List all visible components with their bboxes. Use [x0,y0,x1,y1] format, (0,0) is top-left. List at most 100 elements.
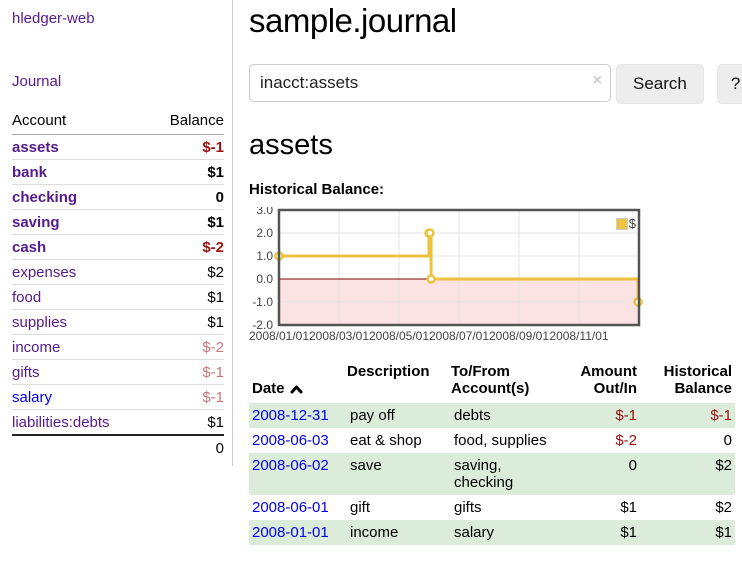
transaction-balance: $2 [715,499,732,516]
transaction-description: gift [350,499,371,516]
account-row: salary $-1 [12,384,224,410]
transaction-accounts: debts [451,403,563,428]
account-row: bank $1 [12,159,224,185]
accounts-total-balance: 0 [148,434,224,460]
account-link-cash[interactable]: cash [12,239,47,256]
balance-chart: 2008/01/01 2008/03/01 2008/05/01 2008/07/01… [249,207,649,343]
search-button[interactable]: Search [616,64,704,104]
svg-text:2008/09/01: 2008/09/01 [489,329,549,343]
svg-text:2008/01/01: 2008/01/01 [249,329,309,343]
register-header-date: Date [249,363,347,403]
transaction-amount: $-2 [615,432,637,449]
transaction-balance: $2 [640,453,735,495]
transaction-balance: $1 [640,520,735,545]
transaction-accounts: saving, checking [451,453,563,495]
account-link-gifts[interactable]: gifts [12,364,40,381]
app-layout: hledger-web Journal Account Balance asse… [0,0,742,545]
account-balance: $-1 [148,384,224,410]
register-row: 2008-06-03 eat & shop food, supplies $-2… [249,428,735,453]
register-header-tofrom: To/From Account(s) [451,363,530,397]
account-link-saving[interactable]: saving [12,214,60,231]
transaction-amount: $-1 [563,403,640,428]
account-link-expenses[interactable]: expenses [12,264,77,281]
help-button[interactable]: ? [716,64,742,104]
transaction-balance: $-1 [640,403,735,428]
account-balance: $2 [148,259,224,285]
account-link-food[interactable]: food [12,289,42,306]
transaction-date-link[interactable]: 2008-06-03 [252,432,329,449]
account-balance: $-1 [148,359,224,385]
accounts-header-account: Account [12,109,149,135]
account-row: checking 0 [12,184,224,210]
sort-ascending-icon [290,381,303,398]
account-row: cash $-2 [12,234,224,260]
account-link-liabilities-debts[interactable]: liabilities:debts [12,414,110,431]
search-form: × Search ? [249,64,742,104]
transaction-accounts: salary [451,520,563,545]
account-link-supplies[interactable]: supplies [12,314,68,331]
account-row: supplies $1 [12,309,224,335]
accounts-header-row: Account Balance [12,109,224,135]
account-balance: $1 [148,409,224,435]
transaction-amount: 0 [563,453,640,495]
account-link-salary[interactable]: salary [12,389,53,406]
svg-text:2.0: 2.0 [256,226,273,240]
transaction-description: pay off [347,403,451,428]
transaction-description: save [347,453,451,495]
transaction-date-link[interactable]: 2008-06-02 [252,457,329,474]
account-link-income[interactable]: income [12,339,61,356]
svg-text:2008/07/01: 2008/07/01 [429,329,489,343]
account-row: assets $-1 [12,134,224,160]
account-row: income $-2 [12,334,224,360]
page-title: sample.journal [249,2,457,39]
accounts-header-balance: Balance [148,109,224,135]
register-table: Date Description To/From Account(s) Amou… [249,363,735,545]
chart-heading: Historical Balance: [249,181,385,198]
legend-swatch-icon [615,217,628,230]
transaction-date-link[interactable]: 2008-06-01 [252,499,329,516]
sidebar: hledger-web Journal Account Balance asse… [0,0,233,466]
account-row: saving $1 [12,209,224,235]
account-link-checking[interactable]: checking [12,189,78,206]
legend-label: $ [628,216,636,231]
register-header-balance: Historical Balance [663,363,732,397]
sidebar-item-journal[interactable]: Journal [12,73,62,90]
svg-text:2008/11/01: 2008/11/01 [549,329,608,343]
transaction-accounts: gifts [454,499,482,516]
svg-text:2008/05/01: 2008/05/01 [369,329,429,343]
account-balance: $1 [148,284,224,310]
chart-canvas: 2008/01/01 2008/03/01 2008/05/01 2008/07/01… [249,207,643,343]
svg-text:0.0: 0.0 [256,272,273,286]
account-balance: $1 [148,159,224,185]
account-row: liabilities:debts $1 [12,409,224,435]
account-balance: $-1 [148,134,224,160]
register-row: 2008-01-01 income salary $1 $1 [249,520,735,545]
transaction-date-link[interactable]: 2008-12-31 [252,407,329,424]
accounts-table: Account Balance assets $-1 bank $1 check… [12,109,224,460]
register-row: 2008-12-31 pay off debts $-1 $-1 [249,403,735,428]
transaction-description: eat & shop [350,432,422,449]
transaction-description: income [347,520,451,545]
register-row: 2008-06-02 save saving, checking 0 $2 [249,453,735,495]
app-title-link[interactable]: hledger-web [12,10,95,27]
svg-text:-1.0: -1.0 [252,295,273,309]
register-header-row: Date Description To/From Account(s) Amou… [249,363,735,403]
accounts-total-row: 0 [12,434,224,460]
transaction-date-link[interactable]: 2008-01-01 [252,524,329,541]
account-link-bank[interactable]: bank [12,164,48,181]
account-balance: $-2 [148,334,224,360]
account-balance: $-2 [148,234,224,260]
account-balance: $1 [148,209,224,235]
register-header-description: Description [347,363,430,380]
transaction-accounts: food, supplies [454,432,547,449]
transaction-amount: $1 [620,499,637,516]
transaction-amount: $1 [563,520,640,545]
account-balance: 0 [148,184,224,210]
account-balance: $1 [148,309,224,335]
account-link-assets[interactable]: assets [12,139,59,156]
clear-search-icon[interactable]: × [592,72,602,89]
account-row: expenses $2 [12,259,224,285]
svg-text:3.0: 3.0 [256,207,273,217]
svg-text:2008/03/01: 2008/03/01 [309,329,369,343]
search-input[interactable] [249,64,611,102]
